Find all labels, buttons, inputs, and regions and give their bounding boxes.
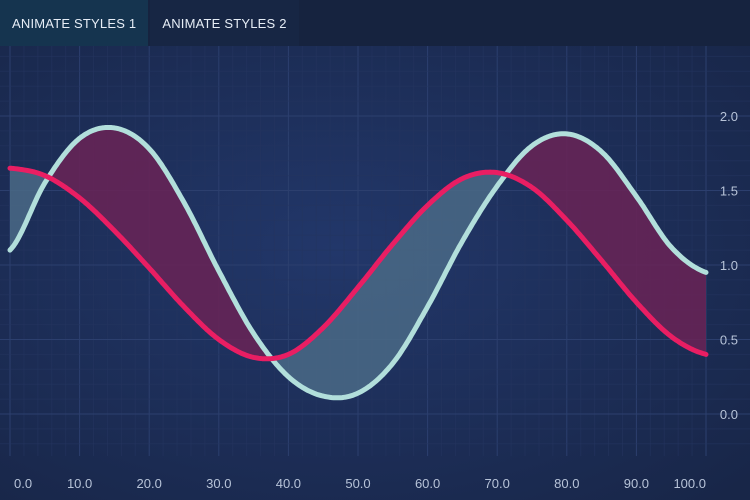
band-fill-region bbox=[48, 127, 272, 359]
y-tick-label: 1.0 bbox=[720, 258, 738, 273]
x-axis: 0.0 10.0 20.0 30.0 40.0 50.0 60.0 70.0 80.0 90.0 1… bbox=[14, 476, 706, 491]
x-tick-label: 80.0 bbox=[554, 476, 579, 491]
y-tick-label: 1.5 bbox=[720, 184, 738, 199]
band-fill-region bbox=[505, 133, 706, 355]
x-tick-label: 0.0 bbox=[14, 476, 32, 491]
x-tick-label: 50.0 bbox=[345, 476, 370, 491]
series-lines bbox=[7, 125, 709, 401]
y-tick-label: 0.0 bbox=[720, 407, 738, 422]
animate-styles-2-button[interactable]: ANIMATE STYLES 2 bbox=[150, 0, 299, 46]
x-tick-label: 10.0 bbox=[67, 476, 92, 491]
toolbar: ANIMATE STYLES 1 ANIMATE STYLES 2 bbox=[0, 0, 750, 46]
x-tick-label: 20.0 bbox=[137, 476, 162, 491]
y-tick-label: 2.0 bbox=[720, 109, 738, 124]
animate-styles-1-button[interactable]: ANIMATE STYLES 1 bbox=[0, 0, 149, 46]
x-tick-label: 90.0 bbox=[624, 476, 649, 491]
x-tick-label: 60.0 bbox=[415, 476, 440, 491]
series-b-line bbox=[7, 125, 709, 401]
y-axis: 0.0 0.5 1.0 1.5 2.0 bbox=[720, 109, 738, 422]
x-tick-label: 40.0 bbox=[276, 476, 301, 491]
band-chart[interactable]: 0.0 10.0 20.0 30.0 40.0 50.0 60.0 70.0 80.0 90.0 1… bbox=[0, 46, 750, 500]
x-tick-label: 100.0 bbox=[673, 476, 706, 491]
y-tick-label: 0.5 bbox=[720, 333, 738, 348]
band-fills bbox=[10, 127, 706, 398]
series-a-line bbox=[7, 165, 709, 362]
band-fill-region bbox=[271, 172, 506, 398]
x-tick-label: 70.0 bbox=[485, 476, 510, 491]
x-tick-label: 30.0 bbox=[206, 476, 231, 491]
